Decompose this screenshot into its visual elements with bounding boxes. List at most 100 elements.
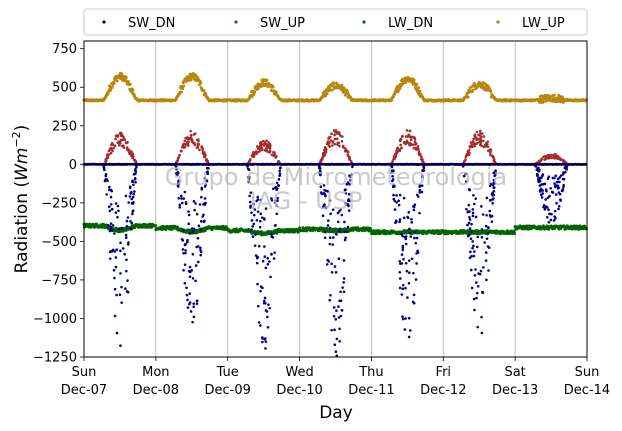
sw-dn-point <box>192 315 196 319</box>
sw-dn-point <box>404 317 407 320</box>
x-tick-date-label: Dec-08 <box>133 383 179 398</box>
sw-dn-point <box>410 257 414 261</box>
sw-dn-point <box>125 219 129 223</box>
sw-dn-point <box>480 235 484 239</box>
lw-up-point <box>274 90 278 94</box>
sw-dn-point <box>332 236 335 239</box>
sw-dn-point <box>343 220 346 224</box>
lw-up-point <box>394 90 398 94</box>
sw-dn-point <box>398 193 402 197</box>
sw-dn-point <box>334 232 338 236</box>
sw-dn-point <box>113 287 117 291</box>
sw-dn-point <box>410 217 413 221</box>
y-tick-label: −750 <box>41 273 77 288</box>
sw-dn-point <box>338 299 341 303</box>
sw-dn-point <box>558 176 561 179</box>
sw-up-point <box>472 137 475 141</box>
sw-dn-point <box>343 238 347 242</box>
sw-up-point <box>333 137 337 141</box>
sw-dn-point <box>110 207 114 211</box>
sw-dn-point <box>180 201 184 205</box>
sw-dn-point <box>326 219 330 222</box>
sw-dn-point <box>342 290 346 294</box>
sw-dn-point <box>554 174 558 178</box>
sw-dn-point <box>199 246 202 250</box>
sw-dn-point <box>407 335 411 339</box>
sw-dn-point <box>199 219 203 223</box>
sw-up-point <box>331 144 334 147</box>
lw-up-point <box>199 81 203 85</box>
sw-dn-point <box>553 176 556 180</box>
sw-dn-point <box>266 325 270 329</box>
y-tick-label: 750 <box>52 42 77 57</box>
legend-label: SW_DN <box>128 16 175 31</box>
sw-dn-point <box>537 179 540 183</box>
sw-up-point <box>196 145 200 149</box>
sw-up-point <box>120 144 124 148</box>
sw-up-point <box>472 142 476 146</box>
sw-dn-point <box>259 289 262 293</box>
sw-dn-point <box>183 282 187 285</box>
lw-up-point <box>181 86 185 90</box>
sw-dn-point <box>392 193 395 197</box>
lw-up-point <box>396 89 400 93</box>
sw-dn-point <box>115 331 119 335</box>
sw-dn-point <box>401 315 404 318</box>
sw-up-point <box>263 148 266 152</box>
sw-up-point <box>180 149 183 153</box>
sw-up-point <box>329 139 333 142</box>
sw-up-point <box>201 148 204 152</box>
lw-up-point <box>417 86 421 90</box>
sw-dn-point <box>119 272 122 275</box>
sw-up-point <box>328 141 331 144</box>
sw-dn-point <box>480 228 484 231</box>
sw-dn-point <box>406 215 409 219</box>
lw-dn-point <box>298 226 302 230</box>
sw-dn-point <box>254 254 258 257</box>
sw-up-point <box>125 141 129 144</box>
sw-dn-point <box>328 226 332 230</box>
sw-dn-point <box>119 249 122 253</box>
sw-dn-point <box>201 215 205 218</box>
sw-dn-point <box>469 250 472 254</box>
sw-dn-point <box>546 177 550 181</box>
sw-dn-point <box>256 282 259 286</box>
sw-dn-point <box>264 309 268 312</box>
sw-up-point <box>257 150 260 154</box>
sw-dn-point <box>412 271 415 275</box>
sw-dn-point <box>187 213 191 217</box>
sw-dn-point <box>404 242 408 246</box>
sw-dn-point <box>546 196 550 200</box>
sw-dn-point <box>268 260 271 263</box>
sw-dn-point <box>131 180 135 183</box>
sw-dn-point <box>398 259 401 263</box>
sw-dn-point <box>120 301 123 304</box>
sw-dn-point <box>549 218 553 222</box>
sw-dn-point <box>395 194 398 197</box>
sw-dn-point <box>183 243 187 247</box>
sw-dn-point <box>553 182 556 185</box>
sw-dn-point <box>562 185 565 189</box>
sw-dn-point <box>329 293 332 297</box>
sw-dn-point <box>476 235 480 239</box>
sw-dn-point <box>331 243 335 246</box>
lw-dn-point <box>153 223 157 227</box>
sw-dn-point <box>333 328 336 332</box>
legend-marker <box>362 20 366 24</box>
sw-dn-point <box>184 251 187 255</box>
sw-dn-point <box>116 215 119 219</box>
sw-up-point <box>121 138 124 142</box>
sw-dn-point <box>107 188 111 192</box>
sw-dn-point <box>402 283 405 287</box>
sw-up-point <box>338 144 341 148</box>
sw-dn-point <box>470 286 474 290</box>
sw-dn-point <box>273 251 276 254</box>
sw-dn-point <box>330 262 333 266</box>
sw-dn-point <box>472 193 475 197</box>
x-axis: SunDec-07MonDec-08TueDec-09WedDec-10ThuD… <box>61 357 610 398</box>
sw-up-point <box>421 158 424 162</box>
sw-dn-point <box>468 215 471 219</box>
lw-up-point <box>325 92 329 96</box>
sw-up-point <box>123 138 127 142</box>
sw-dn-point <box>195 302 199 306</box>
